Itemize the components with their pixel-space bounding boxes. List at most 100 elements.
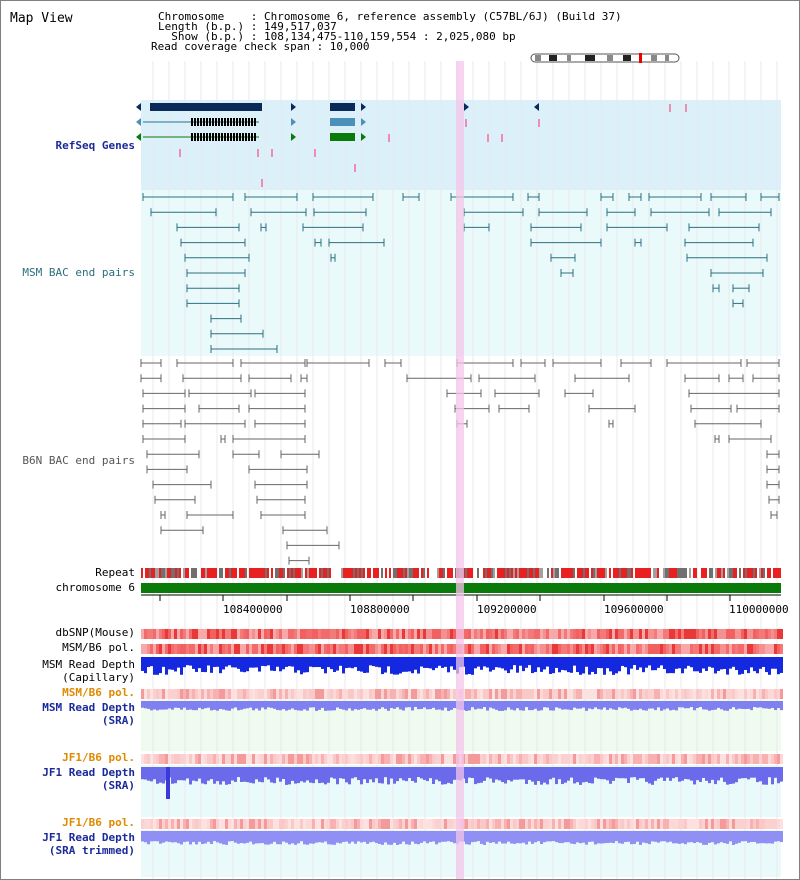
repeat-mark — [309, 568, 311, 578]
jf1-b6-pol-cell — [753, 754, 756, 764]
msm-read-depth-sra-bar — [750, 701, 753, 711]
jf1-read-depth-trimmed-bar — [429, 831, 432, 842]
jf1-b6-pol-2-cell — [384, 819, 387, 829]
track-label-jf1-read-depth-trimmed[interactable]: JF1 Read Depth — [42, 831, 135, 844]
msm-read-depth-sra-bar — [633, 701, 636, 710]
jf1-b6-pol-2-cell — [168, 819, 171, 829]
msm-read-depth-sra-bar — [693, 701, 696, 711]
msm-b6-pol-cell — [519, 644, 522, 654]
jf1-b6-pol-cell — [291, 754, 294, 764]
jf1-read-depth-trimmed-bar — [624, 831, 627, 843]
track-label-jf1-read-depth-sra[interactable]: JF1 Read Depth — [42, 766, 135, 779]
jf1-read-depth-trimmed-bar — [189, 831, 192, 845]
track-label-dbsnp[interactable]: dbSNP(Mouse) — [55, 626, 135, 639]
msm-read-depth-sra-bar — [573, 701, 576, 708]
jf1-b6-pol-2-cell — [420, 819, 423, 829]
msm-b6-pol-2-cell — [552, 689, 555, 699]
jf1-b6-pol-2-cell — [681, 819, 684, 829]
jf1-b6-pol-2-cell — [312, 819, 315, 829]
dbsnp-density-cell — [195, 629, 198, 639]
msm-b6-pol-2-cell — [729, 689, 732, 699]
msm-read-depth-sra-bar — [495, 701, 498, 710]
jf1-b6-pol-cell — [675, 754, 678, 764]
track-label-jf1-b6-pol[interactable]: JF1/B6 pol. — [62, 751, 135, 764]
msm-read-depth-cap-bar — [567, 657, 570, 673]
msm-read-depth-sra-bar — [393, 701, 396, 709]
jf1-read-depth-trimmed-bar — [543, 831, 546, 843]
jf1-b6-pol-cell — [582, 754, 585, 764]
msm-b6-pol-cell — [588, 644, 591, 654]
msm-b6-pol-2-cell — [318, 689, 321, 699]
repeat-mark — [723, 568, 725, 578]
msm-b6-pol-2-cell — [693, 689, 696, 699]
msm-read-depth-cap-bar — [303, 657, 306, 673]
msm-read-depth-cap-bar — [702, 657, 705, 669]
jf1-b6-pol-2-cell — [708, 819, 711, 829]
dbsnp-density-cell — [180, 629, 183, 639]
msm-read-depth-cap-bar — [342, 657, 345, 674]
jf1-read-depth-sra-bar — [330, 767, 333, 778]
jf1-read-depth-trimmed-bar — [780, 831, 783, 843]
refseq-feature-mark — [465, 119, 467, 127]
refseq-exon — [203, 133, 205, 141]
repeat-mark — [227, 568, 229, 578]
track-label-msm-read-depth-sra[interactable]: MSM Read Depth — [42, 701, 135, 714]
msm-b6-pol-cell — [681, 644, 684, 654]
dbsnp-density-cell — [720, 629, 723, 639]
msm-read-depth-sra-bar — [531, 701, 534, 711]
repeat-mark — [257, 568, 259, 578]
repeat-mark — [207, 568, 209, 578]
msm-b6-pol-2-cell — [258, 689, 261, 699]
ideogram-band — [665, 55, 669, 61]
jf1-b6-pol-cell — [195, 754, 198, 764]
msm-b6-pol-2-cell — [447, 689, 450, 699]
repeat-mark — [657, 568, 659, 578]
jf1-b6-pol-2-cell — [762, 819, 765, 829]
jf1-b6-pol-2-cell — [165, 819, 168, 829]
jf1-b6-pol-2-cell — [246, 819, 249, 829]
jf1-b6-pol-cell — [513, 754, 516, 764]
track-label-msm-b6-pol[interactable]: MSM/B6 pol. — [62, 641, 135, 654]
jf1-read-depth-trimmed-bar — [417, 831, 420, 845]
msm-b6-pol-2-cell — [702, 689, 705, 699]
jf1-b6-pol-cell — [381, 754, 384, 764]
repeat-mark — [147, 568, 149, 578]
repeat-mark — [349, 568, 351, 578]
repeat-mark — [623, 568, 625, 578]
msm-read-depth-sra-bar — [690, 701, 693, 708]
jf1-read-depth-trimmed-bar — [474, 831, 477, 842]
msm-b6-pol-cell — [507, 644, 510, 654]
msm-b6-pol-cell — [159, 644, 162, 654]
track-label-msm-read-depth-cap[interactable]: MSM Read Depth — [42, 658, 135, 671]
msm-read-depth-sra-bar — [753, 701, 756, 708]
msm-b6-pol-2-cell — [546, 689, 549, 699]
jf1-read-depth-sra-bar — [615, 767, 618, 778]
msm-read-depth-cap-bar — [216, 657, 219, 667]
track-label-msm-bac[interactable]: MSM BAC end pairs — [22, 266, 135, 279]
jf1-read-depth-sra-bar — [156, 767, 159, 784]
axis-tick-label: 109600000 — [604, 603, 664, 616]
jf1-read-depth-sra-bar — [561, 767, 564, 785]
repeat-mark — [507, 568, 509, 578]
track-label-refseq-genes[interactable]: RefSeq Genes — [55, 139, 135, 152]
jf1-read-depth-sra-bar — [711, 767, 714, 780]
track-label-repeat[interactable]: Repeat — [95, 566, 135, 579]
msm-b6-pol-cell — [441, 644, 444, 654]
jf1-b6-pol-2-cell — [414, 819, 417, 829]
track-label-b6n-bac[interactable]: B6N BAC end pairs — [22, 454, 135, 467]
jf1-read-depth-sra-bar — [474, 767, 477, 785]
msm-read-depth-cap-bar — [612, 657, 615, 675]
jf1-b6-pol-cell — [360, 754, 363, 764]
msm-b6-pol-cell — [762, 644, 765, 654]
jf1-read-depth-sra-bar — [144, 767, 147, 780]
msm-read-depth-cap-bar — [345, 657, 348, 669]
track-label-msm-b6-pol-2[interactable]: MSM/B6 pol. — [62, 686, 135, 699]
msm-read-depth-sra-bar — [609, 701, 612, 709]
jf1-read-depth-trimmed-bar — [144, 831, 147, 843]
refseq-gene-strand-icon — [464, 103, 469, 111]
jf1-b6-pol-2-cell — [354, 819, 357, 829]
repeat-mark — [301, 568, 303, 578]
msm-b6-pol-2-cell — [777, 689, 780, 699]
track-label-jf1-b6-pol-2[interactable]: JF1/B6 pol. — [62, 816, 135, 829]
